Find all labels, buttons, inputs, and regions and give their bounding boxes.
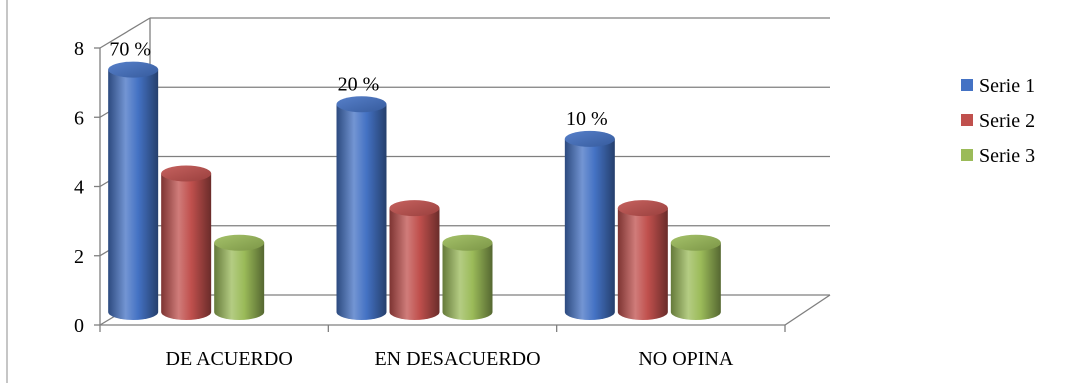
bar-serie-3 [670, 234, 721, 320]
bar-serie-1 [564, 130, 615, 320]
bar-serie-3 [442, 234, 493, 320]
y-tick-label: 8 [74, 38, 84, 60]
floor-side-edge [784, 294, 831, 326]
bars [108, 61, 721, 320]
y-tick-label: 6 [74, 107, 84, 129]
legend-swatch [961, 149, 973, 161]
bar-serie-2 [389, 200, 440, 320]
bar-body [161, 173, 212, 320]
bar-body [617, 208, 668, 320]
legend: Serie 1 Serie 2 Serie 3 [961, 75, 1035, 167]
bar-top [670, 234, 721, 251]
data-labels: 70 % 20 % 10 % [109, 39, 607, 130]
bar-serie-1 [108, 61, 159, 320]
bar-top [161, 165, 212, 182]
bar-serie-2 [161, 165, 212, 320]
bar-body [389, 208, 440, 320]
bar-top [108, 61, 159, 78]
bar-body [336, 104, 387, 320]
gridline-side [99, 17, 151, 49]
data-label: 10 % [566, 108, 608, 130]
bar-serie-1 [336, 96, 387, 320]
bar-body [564, 138, 615, 320]
y-tick-label: 2 [74, 246, 84, 268]
x-category-label: NO OPINA [638, 348, 734, 370]
bar-top [336, 96, 387, 113]
bar-top [442, 234, 493, 251]
bar-top [389, 200, 440, 217]
bar-serie-2 [617, 200, 668, 320]
y-axis-ticks: 0 2 4 6 8 [74, 38, 84, 337]
bar-body [442, 242, 493, 320]
legend-swatch [961, 79, 973, 91]
bar-body [214, 242, 265, 320]
legend-label: Serie 2 [979, 110, 1035, 132]
bar-top [617, 200, 668, 217]
bar-top [214, 234, 265, 251]
bar-serie-3 [214, 234, 265, 320]
bar-body [670, 242, 721, 320]
x-axis-labels: DE ACUERDO EN DESACUERDO NO OPINA [166, 348, 734, 370]
bar-body [108, 69, 159, 320]
bar-top [564, 130, 615, 147]
x-category-label: EN DESACUERDO [374, 348, 540, 370]
y-tick-label: 0 [74, 315, 84, 337]
legend-label: Serie 1 [979, 75, 1035, 97]
legend-label: Serie 3 [979, 145, 1035, 167]
data-label: 20 % [338, 73, 380, 95]
legend-swatch [961, 114, 973, 126]
y-tick-label: 4 [74, 177, 84, 199]
data-label: 70 % [109, 39, 151, 61]
x-category-label: DE ACUERDO [166, 348, 293, 370]
